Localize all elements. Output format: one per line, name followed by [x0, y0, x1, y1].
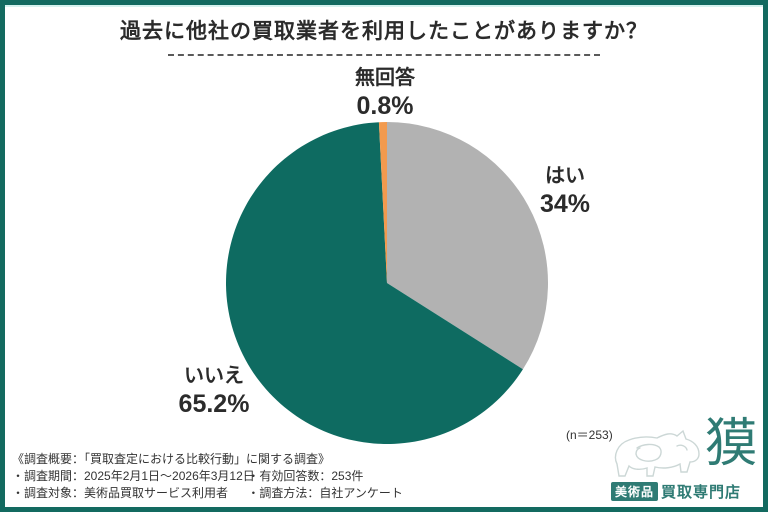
tapir-line-art-icon	[614, 429, 700, 477]
survey-target: ・調査対象：美術品買取サービス利用者	[12, 486, 229, 500]
pie-chart	[226, 122, 548, 444]
logo-kanji: 獏	[704, 415, 757, 473]
pie-slice-2	[378, 122, 387, 283]
chart-title: 過去に他社の買取業者を利用したことがありますか？	[120, 20, 648, 43]
survey-overview-row2: ・調査対象：美術品買取サービス利用者 ・調査方法：自社アンケート	[12, 485, 403, 502]
survey-overview-heading: 《調査概要：「買取査定における比較行動」に関する調査》	[12, 452, 331, 466]
logo-badge: 美術品	[611, 482, 659, 501]
survey-valid-responses: ・有効回答数：253件	[247, 469, 364, 483]
logo-wordmark: 美術品 買取専門店	[611, 481, 741, 502]
survey-method: ・調査方法：自社アンケート	[247, 486, 403, 500]
survey-overview-row1: ・調査期間：2025年2月1日～2026年3月12日 ・有効回答数：253件	[12, 468, 403, 485]
pie-label-yes-value: 34%	[539, 190, 591, 218]
pie-slice-0	[387, 122, 548, 370]
company-logo: 獏 美術品 買取専門店	[605, 415, 759, 502]
pie-label-no: いいえ 65.2%	[134, 363, 294, 419]
sample-size-note: (n＝253)	[566, 428, 613, 442]
pie-label-noanswer-value: 0.8%	[356, 92, 414, 120]
pie-slice-1	[226, 122, 523, 444]
pie-label-yes-text: はい	[545, 165, 585, 187]
top-accent-line	[5, 5, 763, 7]
survey-period: ・調査期間：2025年2月1日～2026年3月12日	[12, 469, 255, 483]
logo-store-text: 買取専門店	[661, 484, 742, 501]
pie-label-no-text: いいえ	[184, 365, 244, 387]
pie-label-no-value: 65.2%	[178, 390, 250, 418]
pie-label-noanswer-text: 無回答	[355, 67, 415, 89]
pie-label-noanswer: 無回答 0.8%	[315, 65, 455, 121]
pie-label-yes: はい 34%	[495, 163, 635, 219]
survey-overview: 《調査概要：「買取査定における比較行動」に関する調査》 ・調査期間：2025年2…	[12, 451, 403, 502]
title-underline	[168, 54, 600, 56]
